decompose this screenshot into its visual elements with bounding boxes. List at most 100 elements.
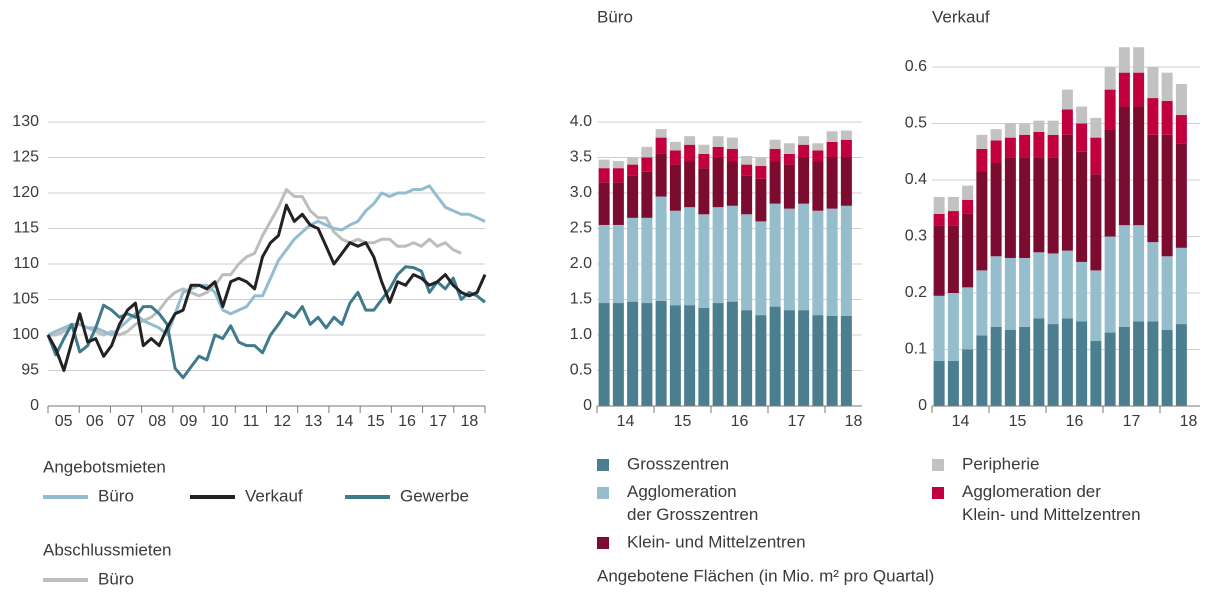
chart-title: Büro [597,7,633,26]
bar-segment [598,159,610,169]
bar-segment [990,163,1002,257]
bar-segment [1118,47,1130,73]
bar-segment [1133,225,1145,322]
legend-swatch [932,487,944,499]
bar-segment [627,301,639,406]
bar-segment [1004,329,1016,406]
bar-segment [1004,257,1016,330]
x-tick-label: 13 [304,413,322,430]
bar-segment [798,144,810,158]
legend-swatch [597,537,609,549]
bar-segment [1090,174,1102,271]
bar-segment [798,310,810,406]
bar-segment [1175,247,1187,325]
bar-segment [947,293,959,361]
bar-segment [840,130,852,140]
y-tick-label: 0 [918,397,927,414]
bar-segment [812,315,824,406]
bar-segment [798,203,810,311]
bar-segment [990,129,1002,141]
bar-segment [655,137,667,154]
legend-label: Büro [98,486,134,505]
bar-segment [612,168,624,183]
bar-segment [669,150,681,165]
y-tick-label: 120 [12,184,39,201]
bar-segment [783,164,795,209]
y-tick-label: 110 [13,255,39,272]
x-tick-label: 17 [788,413,806,430]
bar-segment [1004,123,1016,138]
bar-segment [798,157,810,204]
bar-segment [1133,47,1145,73]
bar-segment [1147,242,1159,322]
y-tick-label: 1.5 [570,291,592,308]
bar-segment [1104,332,1116,406]
legend-label: Gewerbe [400,486,469,505]
legend-label: Klein- und Mittelzentren [627,532,806,551]
bar-segment [698,153,710,169]
x-tick-label: 17 [1123,413,1141,430]
bar-segment [1061,250,1073,319]
bar-segment [755,178,767,222]
y-tick-label: 2.0 [570,255,592,272]
bar-segment [598,303,610,406]
bar-segment [1047,253,1059,325]
bar-segment [641,146,653,158]
bar-segment [1161,256,1173,330]
x-tick-label: 16 [398,413,416,430]
y-tick-label: 95 [21,362,39,379]
bar-segment [598,182,610,225]
bar-segment [947,360,959,406]
bar-segment [1019,257,1031,327]
bar-segment [655,196,667,301]
bar-segment [812,150,824,162]
bar-segment [1061,134,1073,251]
x-tick-label: 09 [180,413,198,430]
bar-segment [783,310,795,406]
bar-segment [947,225,959,293]
bar-segment [1047,157,1059,254]
bar-segment [933,225,945,296]
bar-segment [947,196,959,212]
bar-segment [669,210,681,306]
bar-segment [655,300,667,406]
bar-segment [755,315,767,406]
bar-segment [1175,83,1187,116]
y-tick-label: 0.5 [570,362,592,379]
bar-segment [840,157,852,206]
x-tick-label: 06 [86,413,104,430]
x-tick-label: 15 [367,413,385,430]
bar-segment [1090,341,1102,406]
bar-segment [1118,326,1130,406]
bar-segment [612,224,624,304]
bar-segment [990,326,1002,406]
bar-segment [698,144,710,154]
bar-segment [1133,321,1145,406]
bar-segment [684,207,696,306]
legend-label: Verkauf [245,486,303,505]
bar-segment [741,310,753,406]
bar-segment [641,303,653,406]
bar-segment [726,137,738,149]
bar-segment [1175,143,1187,248]
bar-segment [769,161,781,204]
bar-segment [769,203,781,307]
bar-segment [1061,109,1073,135]
x-tick-label: 16 [731,413,749,430]
bar-segment [684,136,696,145]
bar-segment [976,134,988,149]
bar-segment [826,315,838,406]
bar-segment [976,148,988,172]
x-tick-label: 14 [952,413,970,430]
y-tick-label: 0.1 [905,341,927,358]
bar-segment [1175,324,1187,406]
y-tick-label: 125 [12,149,39,166]
x-tick-label: 18 [1180,413,1198,430]
y-tick-label: 105 [12,291,39,308]
bar-segment [1076,106,1088,124]
bar-segment [798,136,810,145]
bar-segment [1033,131,1045,158]
x-tick-label: 17 [429,413,447,430]
bar-segment [741,214,753,311]
